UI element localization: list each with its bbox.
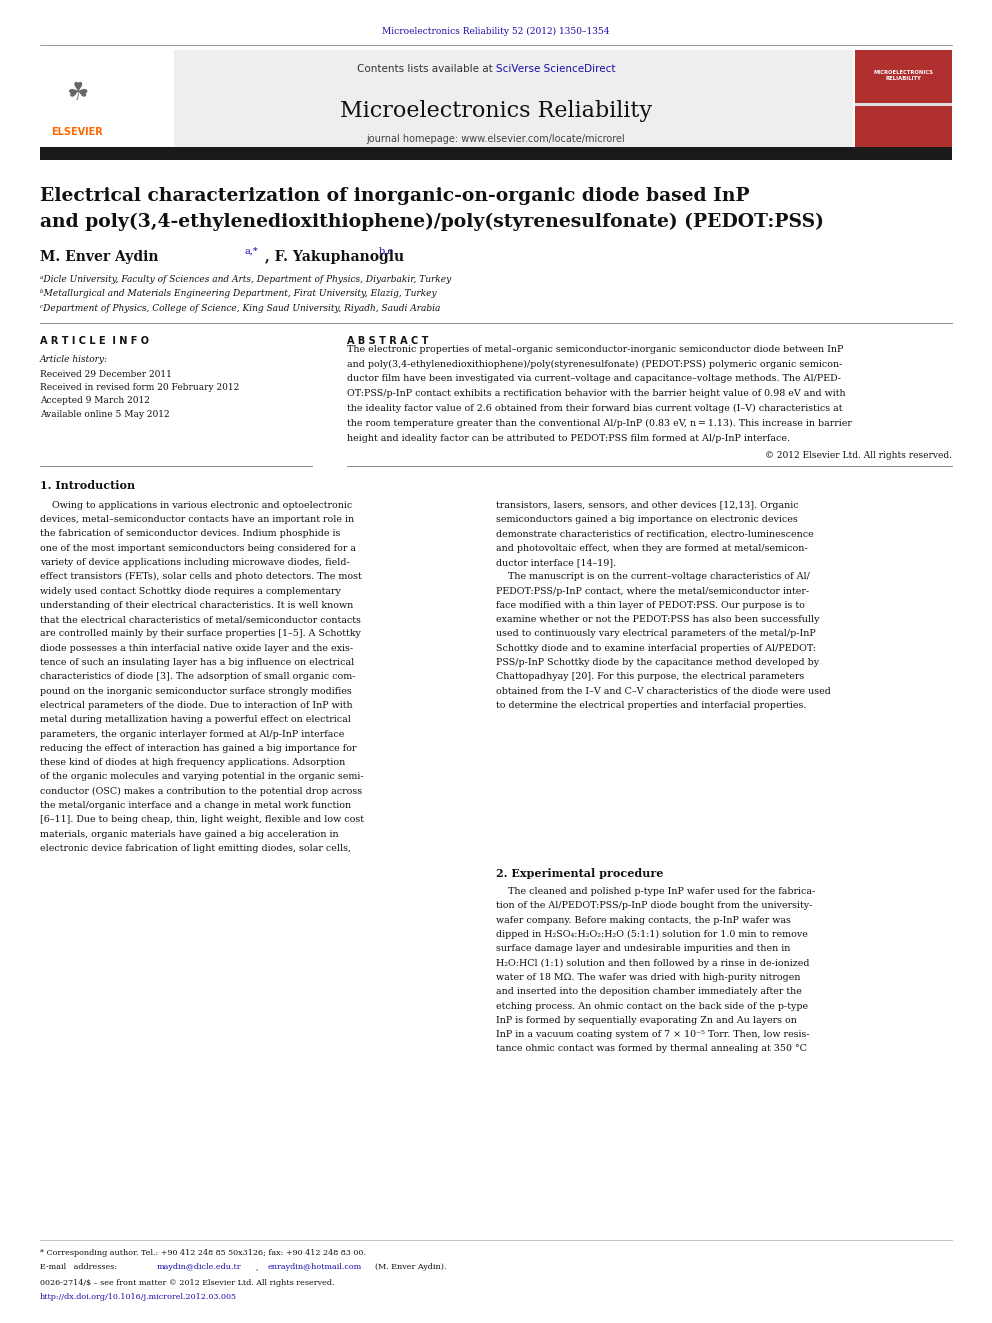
Text: ,: , (256, 1263, 264, 1271)
Text: understanding of their electrical characteristics. It is well known: understanding of their electrical charac… (40, 601, 353, 610)
Text: surface damage layer and undesirable impurities and then in: surface damage layer and undesirable imp… (496, 945, 791, 954)
Text: diode possesses a thin interfacial native oxide layer and the exis-: diode possesses a thin interfacial nativ… (40, 644, 353, 652)
Text: water of 18 MΩ. The wafer was dried with high-purity nitrogen: water of 18 MΩ. The wafer was dried with… (496, 972, 801, 982)
Bar (40, 147, 952, 160)
Text: OT:PSS/p-InP contact exhibits a rectification behavior with the barrier height v: OT:PSS/p-InP contact exhibits a rectific… (347, 389, 846, 398)
Text: * Corresponding author. Tel.: +90 412 248 85 50x3126; fax: +90 412 248 83 00.: * Corresponding author. Tel.: +90 412 24… (40, 1249, 366, 1257)
Text: transistors, lasers, sensors, and other devices [12,13]. Organic: transistors, lasers, sensors, and other … (496, 501, 799, 509)
Text: (M. Enver Aydin).: (M. Enver Aydin). (375, 1263, 446, 1271)
Text: PSS/p-InP Schottky diode by the capacitance method developed by: PSS/p-InP Schottky diode by the capacita… (496, 658, 819, 667)
Text: face modified with a thin layer of PEDOT:PSS. Our purpose is to: face modified with a thin layer of PEDOT… (496, 601, 805, 610)
Text: A R T I C L E  I N F O: A R T I C L E I N F O (40, 336, 149, 347)
Text: 1. Introduction: 1. Introduction (40, 480, 135, 491)
Text: , F. Yakuphanoglu: , F. Yakuphanoglu (265, 250, 404, 263)
Text: Available online 5 May 2012: Available online 5 May 2012 (40, 410, 170, 418)
Text: Contents lists available at: Contents lists available at (357, 64, 496, 74)
Text: tion of the Al/PEDOT:PSS/p-InP diode bought from the university-: tion of the Al/PEDOT:PSS/p-InP diode bou… (496, 901, 812, 910)
Text: The electronic properties of metal–organic semiconductor-inorganic semiconductor: The electronic properties of metal–organ… (347, 345, 843, 353)
Bar (40, 50, 853, 148)
Text: The manuscript is on the current–voltage characteristics of Al/: The manuscript is on the current–voltage… (496, 573, 809, 581)
Text: ᵇMetallurgical and Materials Engineering Department, Firat University, Elazig, T: ᵇMetallurgical and Materials Engineering… (40, 290, 436, 298)
Text: 0026-2714/$ – see front matter © 2012 Elsevier Ltd. All rights reserved.: 0026-2714/$ – see front matter © 2012 El… (40, 1279, 334, 1287)
Text: of the organic molecules and varying potential in the organic semi-: of the organic molecules and varying pot… (40, 773, 363, 782)
Text: the metal/organic interface and a change in metal work function: the metal/organic interface and a change… (40, 800, 351, 810)
Text: Article history:: Article history: (40, 356, 108, 364)
Text: and photovoltaic effect, when they are formed at metal/semicon-: and photovoltaic effect, when they are f… (496, 544, 807, 553)
Text: widely used contact Schottky diode requires a complementary: widely used contact Schottky diode requi… (40, 586, 340, 595)
Text: the fabrication of semiconductor devices. Indium phosphide is: the fabrication of semiconductor devices… (40, 529, 340, 538)
Text: b,c: b,c (379, 247, 394, 255)
Text: effect transistors (FETs), solar cells and photo detectors. The most: effect transistors (FETs), solar cells a… (40, 573, 361, 581)
Text: ductor interface [14–19].: ductor interface [14–19]. (496, 558, 616, 568)
Text: these kind of diodes at high frequency applications. Adsorption: these kind of diodes at high frequency a… (40, 758, 345, 767)
Text: ᵃDicle University, Faculty of Sciences and Arts, Department of Physics, Diyarbak: ᵃDicle University, Faculty of Sciences a… (40, 275, 451, 283)
Text: E-mail   addresses:: E-mail addresses: (40, 1263, 122, 1271)
Text: used to continuously vary electrical parameters of the metal/p-InP: used to continuously vary electrical par… (496, 630, 815, 639)
Text: that the electrical characteristics of metal/semiconductor contacts: that the electrical characteristics of m… (40, 615, 360, 624)
Text: Received in revised form 20 February 2012: Received in revised form 20 February 201… (40, 384, 239, 392)
Text: to determine the electrical properties and interfacial properties.: to determine the electrical properties a… (496, 701, 806, 710)
Text: © 2012 Elsevier Ltd. All rights reserved.: © 2012 Elsevier Ltd. All rights reserved… (765, 451, 952, 460)
Text: one of the most important semiconductors being considered for a: one of the most important semiconductors… (40, 544, 356, 553)
Text: electrical parameters of the diode. Due to interaction of InP with: electrical parameters of the diode. Due … (40, 701, 352, 710)
Text: pound on the inorganic semiconductor surface strongly modifies: pound on the inorganic semiconductor sur… (40, 687, 351, 696)
Text: Chattopadhyay [20]. For this purpose, the electrical parameters: Chattopadhyay [20]. For this purpose, th… (496, 672, 805, 681)
Text: height and ideality factor can be attributed to PEDOT:PSS film formed at Al/p-In: height and ideality factor can be attrib… (347, 434, 791, 443)
Text: and inserted into the deposition chamber immediately after the: and inserted into the deposition chamber… (496, 987, 802, 996)
Text: The cleaned and polished p-type InP wafer used for the fabrica-: The cleaned and polished p-type InP wafe… (496, 888, 815, 896)
Text: and poly(3,4-ethylenedioxithiophene)/poly(styrenesulfonate) (PEDOT:PSS): and poly(3,4-ethylenedioxithiophene)/pol… (40, 213, 823, 232)
Text: wafer company. Before making contacts, the p-InP wafer was: wafer company. Before making contacts, t… (496, 916, 791, 925)
Text: Owing to applications in various electronic and optoelectronic: Owing to applications in various electro… (40, 501, 352, 509)
Text: [6–11]. Due to being cheap, thin, light weight, flexible and low cost: [6–11]. Due to being cheap, thin, light … (40, 815, 364, 824)
Text: obtained from the I–V and C–V characteristics of the diode were used: obtained from the I–V and C–V characteri… (496, 687, 831, 696)
Text: MICROELECTRONICS
RELIABILITY: MICROELECTRONICS RELIABILITY (874, 70, 933, 81)
Text: demonstrate characteristics of rectification, electro-luminescence: demonstrate characteristics of rectifica… (496, 529, 813, 538)
Bar (40, 50, 174, 148)
Text: devices, metal–semiconductor contacts have an important role in: devices, metal–semiconductor contacts ha… (40, 515, 354, 524)
Bar (855, 103, 952, 106)
Text: SciVerse ScienceDirect: SciVerse ScienceDirect (496, 64, 615, 74)
Text: journal homepage: www.elsevier.com/locate/microrel: journal homepage: www.elsevier.com/locat… (367, 134, 625, 144)
Text: characteristics of diode [3]. The adsorption of small organic com-: characteristics of diode [3]. The adsorp… (40, 672, 355, 681)
Text: ☘: ☘ (66, 81, 88, 105)
Text: etching process. An ohmic contact on the back side of the p-type: etching process. An ohmic contact on the… (496, 1002, 808, 1011)
Text: maydin@dicle.edu.tr: maydin@dicle.edu.tr (157, 1263, 241, 1271)
Text: the ideality factor value of 2.6 obtained from their forward bias current voltag: the ideality factor value of 2.6 obtaine… (347, 404, 842, 413)
Text: a,*: a,* (244, 247, 258, 255)
Text: InP in a vacuum coating system of 7 × 10⁻⁵ Torr. Then, low resis-: InP in a vacuum coating system of 7 × 10… (496, 1031, 809, 1039)
Text: semiconductors gained a big importance on electronic devices: semiconductors gained a big importance o… (496, 515, 798, 524)
Text: electronic device fabrication of light emitting diodes, solar cells,: electronic device fabrication of light e… (40, 844, 351, 853)
Text: Electrical characterization of inorganic-on-organic diode based InP: Electrical characterization of inorganic… (40, 187, 749, 205)
Text: tence of such an insulating layer has a big influence on electrical: tence of such an insulating layer has a … (40, 658, 354, 667)
Text: conductor (OSC) makes a contribution to the potential drop across: conductor (OSC) makes a contribution to … (40, 787, 362, 795)
Text: InP is formed by sequentially evaporating Zn and Au layers on: InP is formed by sequentially evaporatin… (496, 1016, 797, 1025)
Text: H₂O:HCl (1:1) solution and then followed by a rinse in de-ionized: H₂O:HCl (1:1) solution and then followed… (496, 959, 809, 967)
Text: A B S T R A C T: A B S T R A C T (347, 336, 429, 347)
Text: are controlled mainly by their surface properties [1–5]. A Schottky: are controlled mainly by their surface p… (40, 630, 360, 639)
Text: metal during metallization having a powerful effect on electrical: metal during metallization having a powe… (40, 716, 350, 724)
Text: http://dx.doi.org/10.1016/j.microrel.2012.03.005: http://dx.doi.org/10.1016/j.microrel.201… (40, 1293, 237, 1301)
Text: Microelectronics Reliability: Microelectronics Reliability (340, 101, 652, 122)
Text: parameters, the organic interlayer formed at Al/p-InP interface: parameters, the organic interlayer forme… (40, 729, 344, 738)
Text: tance ohmic contact was formed by thermal annealing at 350 °C: tance ohmic contact was formed by therma… (496, 1044, 806, 1053)
Bar (855, 50, 952, 148)
Text: ᶜDepartment of Physics, College of Science, King Saud University, Riyadh, Saudi : ᶜDepartment of Physics, College of Scien… (40, 304, 440, 312)
Text: reducing the effect of interaction has gained a big importance for: reducing the effect of interaction has g… (40, 744, 356, 753)
Text: enraydin@hotmail.com: enraydin@hotmail.com (268, 1263, 362, 1271)
Text: PEDOT:PSS/p-InP contact, where the metal/semiconductor inter-: PEDOT:PSS/p-InP contact, where the metal… (496, 586, 809, 595)
Text: ELSEVIER: ELSEVIER (52, 127, 103, 138)
Text: dipped in H₂SO₄:H₂O₂:H₂O (5:1:1) solution for 1.0 min to remove: dipped in H₂SO₄:H₂O₂:H₂O (5:1:1) solutio… (496, 930, 807, 939)
Text: ductor film have been investigated via current–voltage and capacitance–voltage m: ductor film have been investigated via c… (347, 374, 841, 384)
Text: Received 29 December 2011: Received 29 December 2011 (40, 370, 172, 378)
Text: 2. Experimental procedure: 2. Experimental procedure (496, 868, 664, 878)
Text: the room temperature greater than the conventional Al/p-InP (0.83 eV, n = 1.13).: the room temperature greater than the co… (347, 419, 852, 427)
Text: Accepted 9 March 2012: Accepted 9 March 2012 (40, 397, 150, 405)
Text: variety of device applications including microwave diodes, field-: variety of device applications including… (40, 558, 349, 568)
Text: Schottky diode and to examine interfacial properties of Al/PEDOT:: Schottky diode and to examine interfacia… (496, 644, 816, 652)
Text: M. Enver Aydin: M. Enver Aydin (40, 250, 158, 263)
Text: Microelectronics Reliability 52 (2012) 1350–1354: Microelectronics Reliability 52 (2012) 1… (382, 28, 610, 36)
Text: and poly(3,4-ethylenedioxithiophene)/poly(styrenesulfonate) (PEDOT:PSS) polymeri: and poly(3,4-ethylenedioxithiophene)/pol… (347, 360, 842, 369)
Text: examine whether or not the PEDOT:PSS has also been successfully: examine whether or not the PEDOT:PSS has… (496, 615, 819, 624)
Text: materials, organic materials have gained a big acceleration in: materials, organic materials have gained… (40, 830, 338, 839)
